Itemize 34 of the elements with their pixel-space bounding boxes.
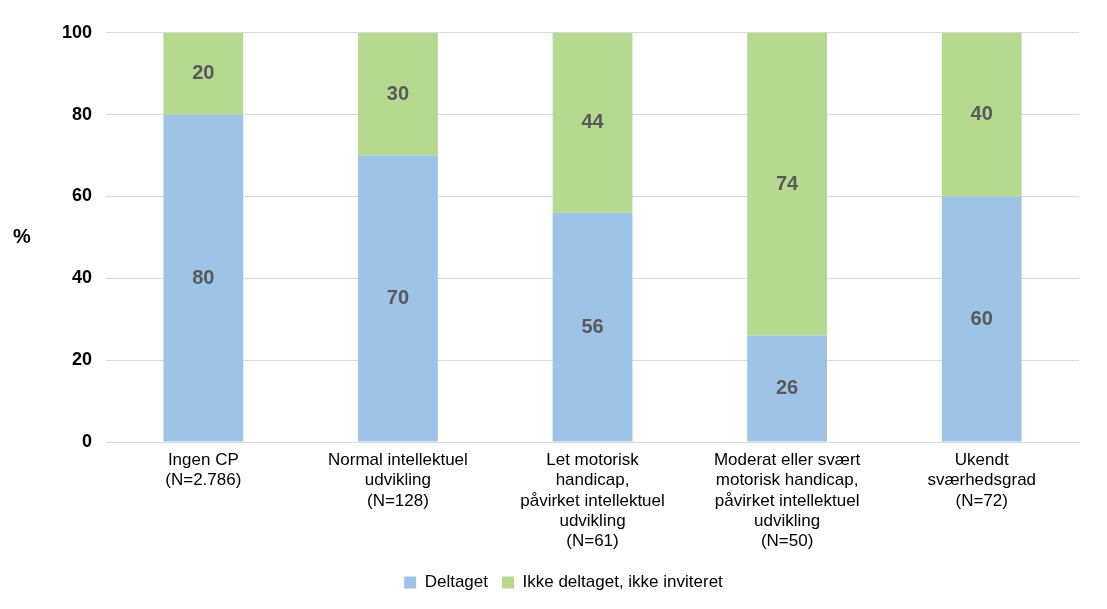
x-tick-label: Moderat eller svært motorisk handicap, påvirket intellektuel udvikling (N=50)	[713, 449, 861, 551]
bar	[552, 212, 633, 442]
bar	[552, 32, 633, 213]
data-label: 80	[192, 265, 215, 288]
data-label: 70	[386, 286, 410, 309]
y-tick-label: 40	[72, 267, 93, 288]
bar	[747, 335, 827, 442]
x-tick-label: Ukendt sværhedsgrad (N=72)	[927, 449, 1037, 510]
bar	[941, 196, 1022, 442]
y-tick-label: 100	[61, 21, 93, 42]
legend-label: Ikke deltaget, ikke inviteret	[522, 572, 724, 592]
data-label: 44	[581, 110, 605, 133]
data-label: 74	[775, 171, 800, 194]
y-tick-label: 0	[82, 430, 93, 451]
x-tick-label: Normal intellektuel udvikling (N=128)	[328, 449, 468, 510]
y-axis-title: %	[13, 224, 32, 247]
bar	[747, 32, 827, 336]
bar	[941, 32, 1022, 197]
y-tick-label: 60	[72, 185, 93, 206]
data-label: 40	[970, 102, 993, 125]
bar	[358, 155, 438, 442]
data-label: 56	[581, 314, 604, 337]
y-tick-label: 20	[72, 349, 93, 370]
bar	[163, 114, 244, 442]
y-tick-label: 80	[72, 103, 93, 124]
data-label: 60	[970, 306, 993, 329]
x-tick-label: Ingen CP (N=2.786)	[165, 449, 242, 490]
bar	[163, 32, 244, 115]
legend-label: Deltaget	[424, 572, 489, 592]
x-tick-label: Let motorisk handicap, påvirket intellektuel udvikling (N=61)	[520, 449, 665, 551]
bar	[358, 32, 438, 156]
data-label: 20	[192, 61, 215, 84]
data-label: 26	[775, 376, 799, 399]
data-label: 30	[386, 81, 410, 104]
